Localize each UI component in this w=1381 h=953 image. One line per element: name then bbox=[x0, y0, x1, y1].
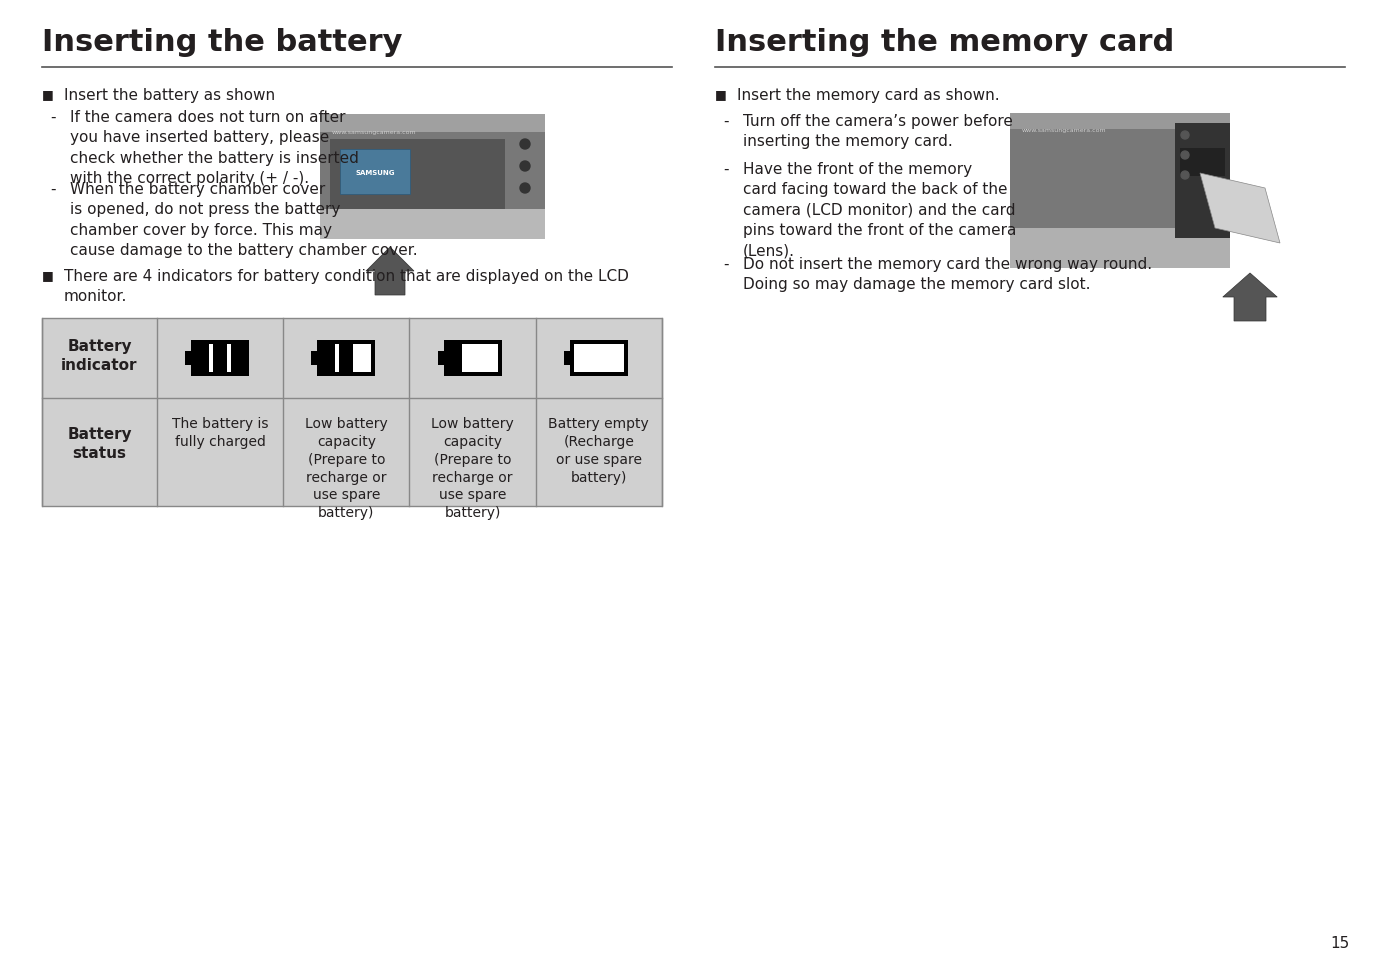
Bar bbox=[1010, 113, 1230, 130]
Text: Battery empty
(Recharge
or use spare
battery): Battery empty (Recharge or use spare bat… bbox=[548, 416, 649, 484]
Bar bbox=[41, 318, 661, 506]
Circle shape bbox=[521, 162, 530, 172]
Text: www.samsungcamera.com: www.samsungcamera.com bbox=[331, 130, 417, 135]
Bar bbox=[340, 150, 410, 194]
Bar bbox=[563, 352, 570, 366]
Bar bbox=[340, 345, 354, 373]
Bar bbox=[438, 352, 443, 366]
Bar bbox=[1010, 113, 1230, 269]
Bar bbox=[191, 340, 249, 376]
Bar bbox=[311, 352, 318, 366]
Bar bbox=[447, 345, 461, 373]
Circle shape bbox=[521, 184, 530, 193]
Text: Battery
status: Battery status bbox=[68, 427, 131, 460]
Circle shape bbox=[521, 140, 530, 150]
Bar bbox=[195, 345, 244, 373]
Bar bbox=[443, 340, 501, 376]
Text: Inserting the memory card: Inserting the memory card bbox=[715, 28, 1174, 57]
Text: Turn off the camera’s power before
inserting the memory card.: Turn off the camera’s power before inser… bbox=[743, 113, 1012, 150]
Circle shape bbox=[1181, 132, 1189, 140]
Bar bbox=[213, 345, 226, 373]
Bar bbox=[318, 340, 376, 376]
Text: -: - bbox=[724, 256, 729, 272]
Bar bbox=[570, 340, 628, 376]
Text: -: - bbox=[50, 182, 55, 196]
Bar bbox=[1175, 124, 1230, 239]
Text: -: - bbox=[724, 162, 729, 177]
Text: Have the front of the memory
card facing toward the back of the
camera (LCD moni: Have the front of the memory card facing… bbox=[743, 162, 1016, 258]
Text: Battery
indicator: Battery indicator bbox=[61, 338, 138, 373]
Bar bbox=[447, 345, 497, 373]
Text: If the camera does not turn on after
you have inserted battery, please
check whe: If the camera does not turn on after you… bbox=[70, 110, 359, 186]
Polygon shape bbox=[366, 248, 414, 295]
Text: SAMSUNG: SAMSUNG bbox=[355, 170, 395, 175]
Bar bbox=[322, 345, 336, 373]
Text: Do not insert the memory card the wrong way round.
Doing so may damage the memor: Do not insert the memory card the wrong … bbox=[743, 256, 1152, 292]
Text: Insert the battery as shown: Insert the battery as shown bbox=[64, 88, 275, 103]
Text: There are 4 indicators for battery condition that are displayed on the LCD
monit: There are 4 indicators for battery condi… bbox=[64, 269, 628, 304]
Text: ■: ■ bbox=[41, 269, 54, 282]
Bar bbox=[322, 345, 371, 373]
Text: Low battery
capacity
(Prepare to
recharge or
use spare
battery): Low battery capacity (Prepare to recharg… bbox=[305, 416, 388, 519]
Polygon shape bbox=[1200, 173, 1280, 244]
Bar bbox=[330, 140, 505, 210]
Text: Low battery
capacity
(Prepare to
recharge or
use spare
battery): Low battery capacity (Prepare to recharg… bbox=[431, 416, 514, 519]
Polygon shape bbox=[1222, 274, 1277, 322]
Bar bbox=[1010, 113, 1230, 229]
Text: Insert the memory card as shown.: Insert the memory card as shown. bbox=[737, 88, 1000, 103]
Text: -: - bbox=[50, 110, 55, 125]
Bar bbox=[185, 352, 191, 366]
Text: -: - bbox=[724, 113, 729, 129]
Text: www.samsungcamera.com: www.samsungcamera.com bbox=[1022, 128, 1106, 132]
Text: ■: ■ bbox=[41, 88, 54, 101]
Circle shape bbox=[1181, 172, 1189, 180]
Bar bbox=[574, 345, 624, 373]
Bar bbox=[195, 345, 209, 373]
Circle shape bbox=[1181, 152, 1189, 160]
Bar bbox=[320, 115, 545, 240]
Text: When the battery chamber cover
is opened, do not press the battery
chamber cover: When the battery chamber cover is opened… bbox=[70, 182, 417, 258]
Text: Inserting the battery: Inserting the battery bbox=[41, 28, 402, 57]
Bar bbox=[320, 115, 545, 210]
Text: ■: ■ bbox=[715, 88, 726, 101]
Bar bbox=[1179, 149, 1225, 177]
Text: 15: 15 bbox=[1330, 935, 1349, 950]
Bar bbox=[320, 115, 545, 132]
Text: The battery is
fully charged: The battery is fully charged bbox=[171, 416, 268, 448]
Bar bbox=[231, 345, 244, 373]
